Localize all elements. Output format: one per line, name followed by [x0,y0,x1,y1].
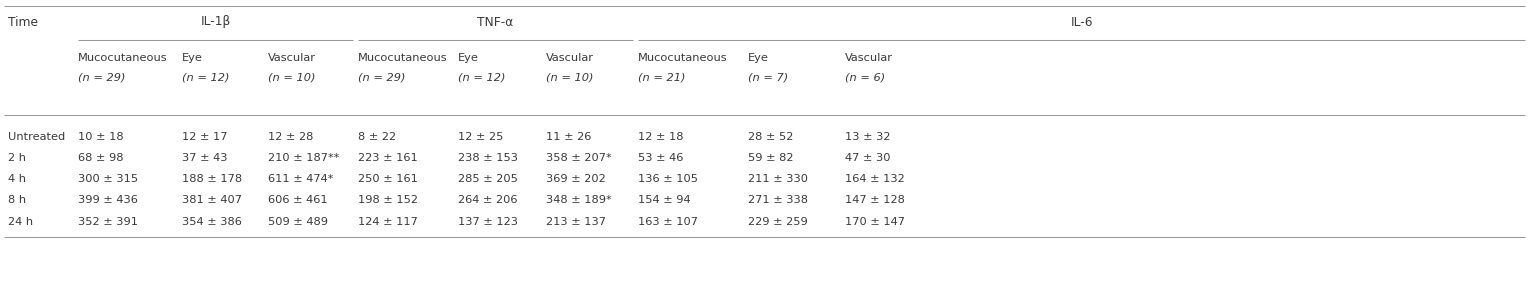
Text: Vascular: Vascular [546,53,593,63]
Text: TNF-α: TNF-α [477,15,514,28]
Text: 13 ± 32: 13 ± 32 [846,132,890,142]
Text: Eye: Eye [182,53,203,63]
Text: 300 ± 315: 300 ± 315 [78,174,138,184]
Text: 352 ± 391: 352 ± 391 [78,217,138,227]
Text: (n = 10): (n = 10) [268,73,315,83]
Text: 154 ± 94: 154 ± 94 [638,195,691,205]
Text: 606 ± 461: 606 ± 461 [268,195,327,205]
Text: 399 ± 436: 399 ± 436 [78,195,138,205]
Text: 213 ± 137: 213 ± 137 [546,217,605,227]
Text: 509 ± 489: 509 ± 489 [268,217,329,227]
Text: 2 h: 2 h [8,153,26,163]
Text: (n = 7): (n = 7) [748,73,789,83]
Text: 53 ± 46: 53 ± 46 [638,153,683,163]
Text: 238 ± 153: 238 ± 153 [459,153,518,163]
Text: 250 ± 161: 250 ± 161 [358,174,417,184]
Text: 211 ± 330: 211 ± 330 [748,174,807,184]
Text: 147 ± 128: 147 ± 128 [846,195,905,205]
Text: 8 h: 8 h [8,195,26,205]
Text: 28 ± 52: 28 ± 52 [748,132,794,142]
Text: 223 ± 161: 223 ± 161 [358,153,417,163]
Text: IL-1β: IL-1β [200,15,231,28]
Text: Time: Time [8,15,38,28]
Text: 381 ± 407: 381 ± 407 [182,195,242,205]
Text: 12 ± 28: 12 ± 28 [268,132,313,142]
Text: 170 ± 147: 170 ± 147 [846,217,905,227]
Text: 68 ± 98: 68 ± 98 [78,153,124,163]
Text: Vascular: Vascular [268,53,317,63]
Text: 11 ± 26: 11 ± 26 [546,132,592,142]
Text: 264 ± 206: 264 ± 206 [459,195,517,205]
Text: 358 ± 207*: 358 ± 207* [546,153,612,163]
Text: 136 ± 105: 136 ± 105 [638,174,699,184]
Text: 285 ± 205: 285 ± 205 [459,174,518,184]
Text: 188 ± 178: 188 ± 178 [182,174,242,184]
Text: 124 ± 117: 124 ± 117 [358,217,417,227]
Text: 12 ± 18: 12 ± 18 [638,132,683,142]
Text: 354 ± 386: 354 ± 386 [182,217,242,227]
Text: 10 ± 18: 10 ± 18 [78,132,124,142]
Text: 24 h: 24 h [8,217,34,227]
Text: 163 ± 107: 163 ± 107 [638,217,699,227]
Text: Mucocutaneous: Mucocutaneous [358,53,448,63]
Text: 198 ± 152: 198 ± 152 [358,195,417,205]
Text: 12 ± 17: 12 ± 17 [182,132,228,142]
Text: (n = 12): (n = 12) [459,73,506,83]
Text: (n = 21): (n = 21) [638,73,685,83]
Text: 8 ± 22: 8 ± 22 [358,132,396,142]
Text: (n = 10): (n = 10) [546,73,593,83]
Text: 37 ± 43: 37 ± 43 [182,153,228,163]
Text: 4 h: 4 h [8,174,26,184]
Text: 369 ± 202: 369 ± 202 [546,174,605,184]
Text: (n = 6): (n = 6) [846,73,885,83]
Text: Eye: Eye [459,53,479,63]
Text: Mucocutaneous: Mucocutaneous [78,53,168,63]
Text: (n = 29): (n = 29) [358,73,405,83]
Text: 611 ± 474*: 611 ± 474* [268,174,333,184]
Text: 271 ± 338: 271 ± 338 [748,195,807,205]
Text: 164 ± 132: 164 ± 132 [846,174,905,184]
Text: Mucocutaneous: Mucocutaneous [638,53,728,63]
Text: Eye: Eye [748,53,769,63]
Text: 229 ± 259: 229 ± 259 [748,217,807,227]
Text: 348 ± 189*: 348 ± 189* [546,195,612,205]
Text: IL-6: IL-6 [1070,15,1093,28]
Text: Untreated: Untreated [8,132,66,142]
Text: 137 ± 123: 137 ± 123 [459,217,518,227]
Text: 59 ± 82: 59 ± 82 [748,153,794,163]
Text: 47 ± 30: 47 ± 30 [846,153,890,163]
Text: (n = 29): (n = 29) [78,73,125,83]
Text: 12 ± 25: 12 ± 25 [459,132,503,142]
Text: (n = 12): (n = 12) [182,73,229,83]
Text: 210 ± 187**: 210 ± 187** [268,153,339,163]
Text: Vascular: Vascular [846,53,893,63]
